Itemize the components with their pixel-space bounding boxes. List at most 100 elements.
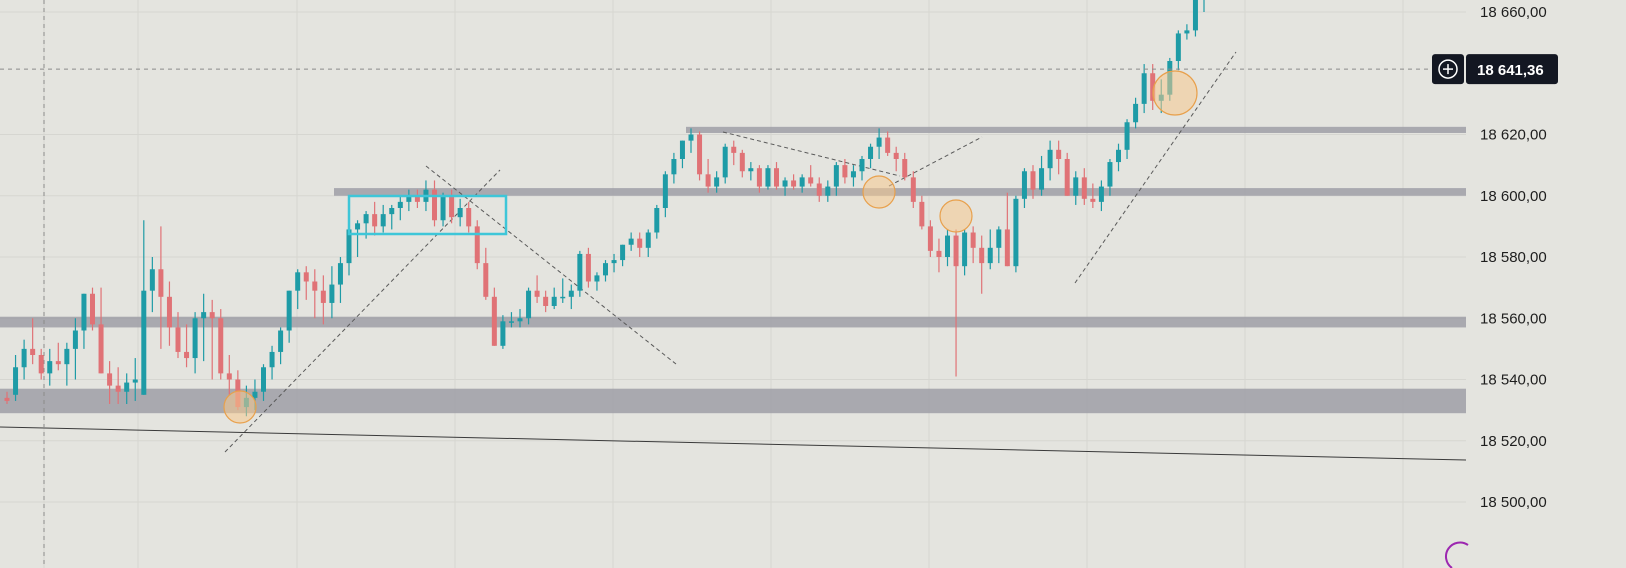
candle-body xyxy=(748,168,754,172)
candle-body xyxy=(107,373,113,386)
candle-body xyxy=(124,382,130,392)
candle xyxy=(765,165,771,190)
candle xyxy=(756,165,762,193)
candle xyxy=(64,342,70,386)
crosshair-price-text: 18 641,36 xyxy=(1477,62,1544,79)
candle xyxy=(705,159,711,193)
add-alert-button[interactable] xyxy=(1432,54,1464,85)
candle-body xyxy=(1039,168,1045,190)
candles xyxy=(4,0,1205,417)
candle xyxy=(893,146,899,172)
consolidation-box xyxy=(347,194,508,236)
trend-line-solid xyxy=(0,426,1467,461)
candle-body xyxy=(38,355,44,374)
candle xyxy=(47,348,53,386)
candle-body xyxy=(987,247,993,264)
candle-body xyxy=(662,174,668,208)
candle-body xyxy=(218,318,224,374)
candle-body xyxy=(81,293,87,331)
candle-body xyxy=(432,189,437,221)
candle-body xyxy=(628,238,634,245)
price-zone xyxy=(686,126,1466,133)
candle xyxy=(491,287,497,346)
candle xyxy=(1141,64,1147,114)
candle-body xyxy=(286,290,292,331)
candle xyxy=(722,143,728,184)
candle xyxy=(115,367,121,404)
candle-body xyxy=(201,312,207,319)
candle-body xyxy=(141,290,147,395)
candle xyxy=(389,204,395,230)
candle xyxy=(166,281,172,346)
candle-body xyxy=(594,275,600,282)
candle-body xyxy=(261,367,266,392)
candle-body xyxy=(611,260,617,264)
candle xyxy=(1047,140,1053,181)
candle-body xyxy=(389,208,395,215)
candle xyxy=(637,232,643,257)
y-tick-label: 18 620,00 xyxy=(1480,127,1547,144)
candle xyxy=(748,162,754,181)
candle-body xyxy=(13,367,19,395)
candle xyxy=(1039,155,1045,196)
candle xyxy=(731,140,737,166)
candle-body xyxy=(474,226,480,264)
candle-body xyxy=(962,232,968,267)
candle xyxy=(1064,152,1070,196)
candle-body xyxy=(910,177,916,202)
candle-body xyxy=(774,168,779,187)
candle xyxy=(1073,171,1079,205)
candle xyxy=(671,152,677,184)
candle-body xyxy=(1133,103,1139,123)
candle xyxy=(936,238,942,273)
candle xyxy=(4,391,10,404)
candle-body xyxy=(893,152,899,159)
candle xyxy=(1081,168,1087,205)
candle-body xyxy=(945,235,950,257)
candle xyxy=(585,247,591,288)
highlight-circle xyxy=(1152,70,1198,116)
candle-body xyxy=(517,318,523,322)
candle-body xyxy=(175,327,181,352)
candle xyxy=(483,247,489,300)
candle-body xyxy=(406,195,412,202)
candle xyxy=(201,293,207,362)
candle xyxy=(132,358,138,401)
candle xyxy=(1098,180,1104,212)
candle-body xyxy=(1073,177,1079,196)
candle xyxy=(295,269,301,310)
candle-body xyxy=(1056,149,1062,159)
candle xyxy=(397,195,403,221)
candle-body xyxy=(1030,171,1036,190)
candle xyxy=(329,266,335,319)
candle-body xyxy=(491,296,497,346)
candle xyxy=(782,177,788,196)
candle xyxy=(1203,0,1205,12)
candle-body xyxy=(970,232,976,248)
candle xyxy=(543,290,549,313)
candle-body xyxy=(902,159,908,178)
y-tick-label: 18 540,00 xyxy=(1480,372,1547,389)
candle-body xyxy=(457,208,463,218)
candle-body xyxy=(312,281,318,291)
candle xyxy=(98,287,104,374)
candle-body xyxy=(483,263,489,297)
candle-body xyxy=(1124,122,1130,150)
candle-body xyxy=(303,272,309,282)
candle xyxy=(355,220,361,257)
candle-body xyxy=(842,165,848,178)
candle-body xyxy=(1184,30,1190,34)
candle-body xyxy=(500,321,506,346)
y-tick-label: 18 580,00 xyxy=(1480,249,1547,266)
candle xyxy=(158,226,164,349)
y-tick-label: 18 520,00 xyxy=(1480,433,1547,450)
candle-body xyxy=(859,159,865,172)
candle xyxy=(500,315,506,349)
candle-body xyxy=(765,168,771,187)
candle-body xyxy=(132,379,138,383)
candle xyxy=(962,229,968,276)
candle xyxy=(90,287,95,331)
candle xyxy=(38,348,44,380)
